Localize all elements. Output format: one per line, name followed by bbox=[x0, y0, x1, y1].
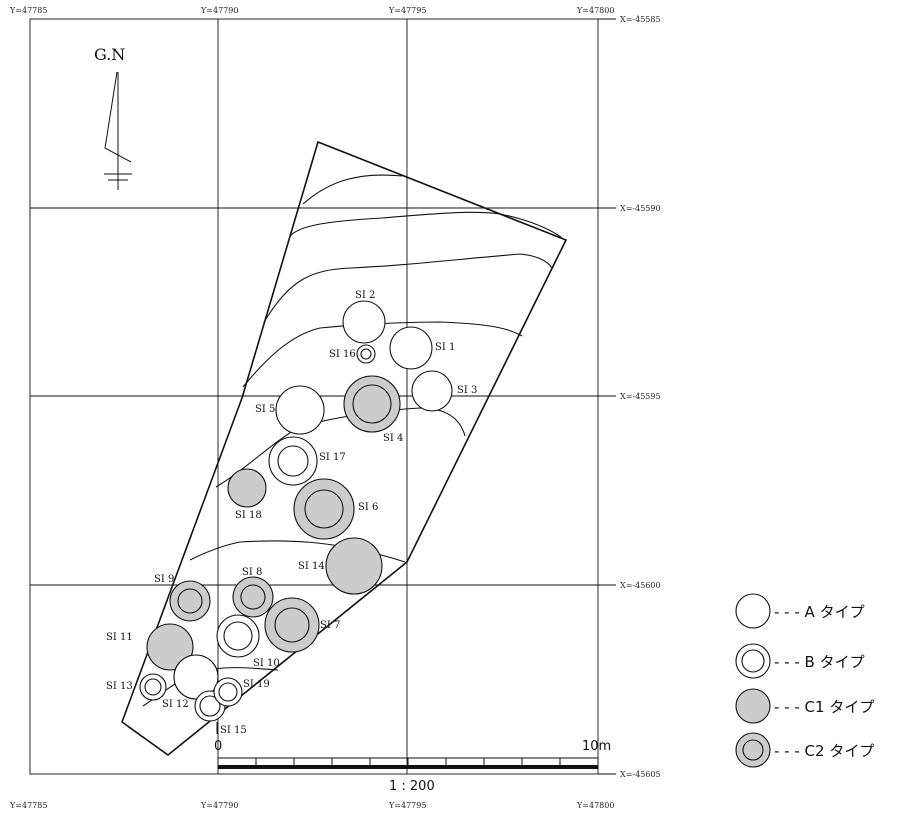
label-si17: SI 17 bbox=[319, 452, 346, 463]
x-label-2: X=-45590 bbox=[620, 204, 661, 213]
y-label-top-3: Y=47795 bbox=[388, 6, 426, 15]
legend-item-a: - - - A タイプ bbox=[735, 593, 865, 629]
label-si5: SI 5 bbox=[255, 404, 275, 415]
legend-label-b: - - - B タイプ bbox=[774, 653, 865, 671]
x-label-5: X=-45605 bbox=[620, 770, 661, 779]
feature-si13 bbox=[139, 673, 167, 701]
label-si11: SI 11 bbox=[106, 632, 133, 643]
y-label-bottom-3: Y=47795 bbox=[388, 801, 426, 810]
label-si7: SI 7 bbox=[320, 620, 340, 631]
x-label-3: X=-45595 bbox=[620, 392, 661, 401]
legend-item-c1: - - - C1 タイプ bbox=[735, 688, 874, 724]
scale-ratio-label: 1 : 200 bbox=[389, 779, 435, 794]
grid bbox=[29, 18, 616, 775]
x-label-4: X=-45600 bbox=[620, 581, 661, 590]
legend-label-a: - - - A タイプ bbox=[774, 603, 865, 621]
feature-si11 bbox=[146, 623, 194, 671]
x-label-1: X=-45585 bbox=[620, 15, 661, 24]
site-outline bbox=[121, 140, 568, 757]
label-si6: SI 6 bbox=[358, 502, 378, 513]
y-label-top-4: Y=47800 bbox=[576, 6, 614, 15]
map-frame bbox=[29, 18, 599, 775]
feature-si16 bbox=[356, 344, 376, 364]
y-label-bottom-2: Y=47790 bbox=[200, 801, 238, 810]
feature-labels: SI 1 SI 2 SI 3 SI 4 SI 5 SI 6 SI 7 SI 8 … bbox=[106, 290, 477, 736]
feature-si12 bbox=[173, 654, 219, 700]
y-label-bottom-4: Y=47800 bbox=[576, 801, 614, 810]
y-label-bottom-1: Y=47785 bbox=[9, 801, 47, 810]
feature-si9 bbox=[169, 580, 211, 622]
label-si12: SI 12 bbox=[162, 699, 189, 710]
legend-swatch-c1 bbox=[735, 688, 771, 724]
legend-item-b: - - - B タイプ bbox=[735, 643, 865, 679]
label-si9: SI 9 bbox=[154, 574, 174, 585]
legend-label-c2: - - - C2 タイプ bbox=[774, 742, 874, 760]
label-si15: SI 15 bbox=[220, 725, 247, 736]
north-label: G.N bbox=[94, 45, 125, 64]
label-si19: SI 19 bbox=[243, 679, 270, 690]
feature-si6 bbox=[293, 478, 355, 540]
north-arrow-icon: G.N bbox=[94, 45, 132, 190]
feature-si18 bbox=[227, 468, 267, 508]
feature-si8 bbox=[232, 576, 274, 618]
feature-si3 bbox=[411, 370, 453, 412]
label-si13: SI 13 bbox=[106, 681, 133, 692]
scale-end-label: 10m bbox=[582, 739, 611, 754]
contour-lines bbox=[142, 174, 563, 707]
excavation-boundary bbox=[121, 140, 568, 757]
y-label-top-2: Y=47790 bbox=[200, 6, 238, 15]
y-label-top-1: Y=47785 bbox=[9, 6, 47, 15]
label-si1: SI 1 bbox=[435, 342, 455, 353]
label-si18: SI 18 bbox=[235, 510, 262, 521]
label-si2: SI 2 bbox=[355, 290, 375, 301]
legend-swatch-a bbox=[735, 593, 771, 629]
features bbox=[139, 300, 453, 722]
feature-si1 bbox=[389, 326, 433, 370]
label-si8: SI 8 bbox=[242, 567, 262, 578]
label-si10: SI 10 bbox=[253, 658, 280, 669]
label-si4: SI 4 bbox=[383, 433, 403, 444]
feature-si17 bbox=[268, 436, 318, 486]
scale-bar: 0 10m 1 : 200 bbox=[214, 739, 611, 794]
label-si14: SI 14 bbox=[298, 561, 325, 572]
feature-si4 bbox=[343, 375, 401, 433]
feature-si19 bbox=[213, 677, 243, 707]
scale-start-label: 0 bbox=[214, 739, 222, 754]
label-si16: SI 16 bbox=[329, 349, 356, 360]
label-si3: SI 3 bbox=[457, 385, 477, 396]
feature-si2 bbox=[342, 300, 386, 344]
feature-si5 bbox=[275, 385, 325, 435]
legend: - - - A タイプ - - - B タイプ - - - C1 タイプ - -… bbox=[735, 593, 874, 768]
feature-si7 bbox=[264, 597, 320, 653]
feature-si14 bbox=[325, 537, 383, 595]
legend-label-c1: - - - C1 タイプ bbox=[774, 698, 874, 716]
legend-item-c2: - - - C2 タイプ bbox=[735, 732, 874, 768]
feature-si10 bbox=[216, 614, 260, 658]
